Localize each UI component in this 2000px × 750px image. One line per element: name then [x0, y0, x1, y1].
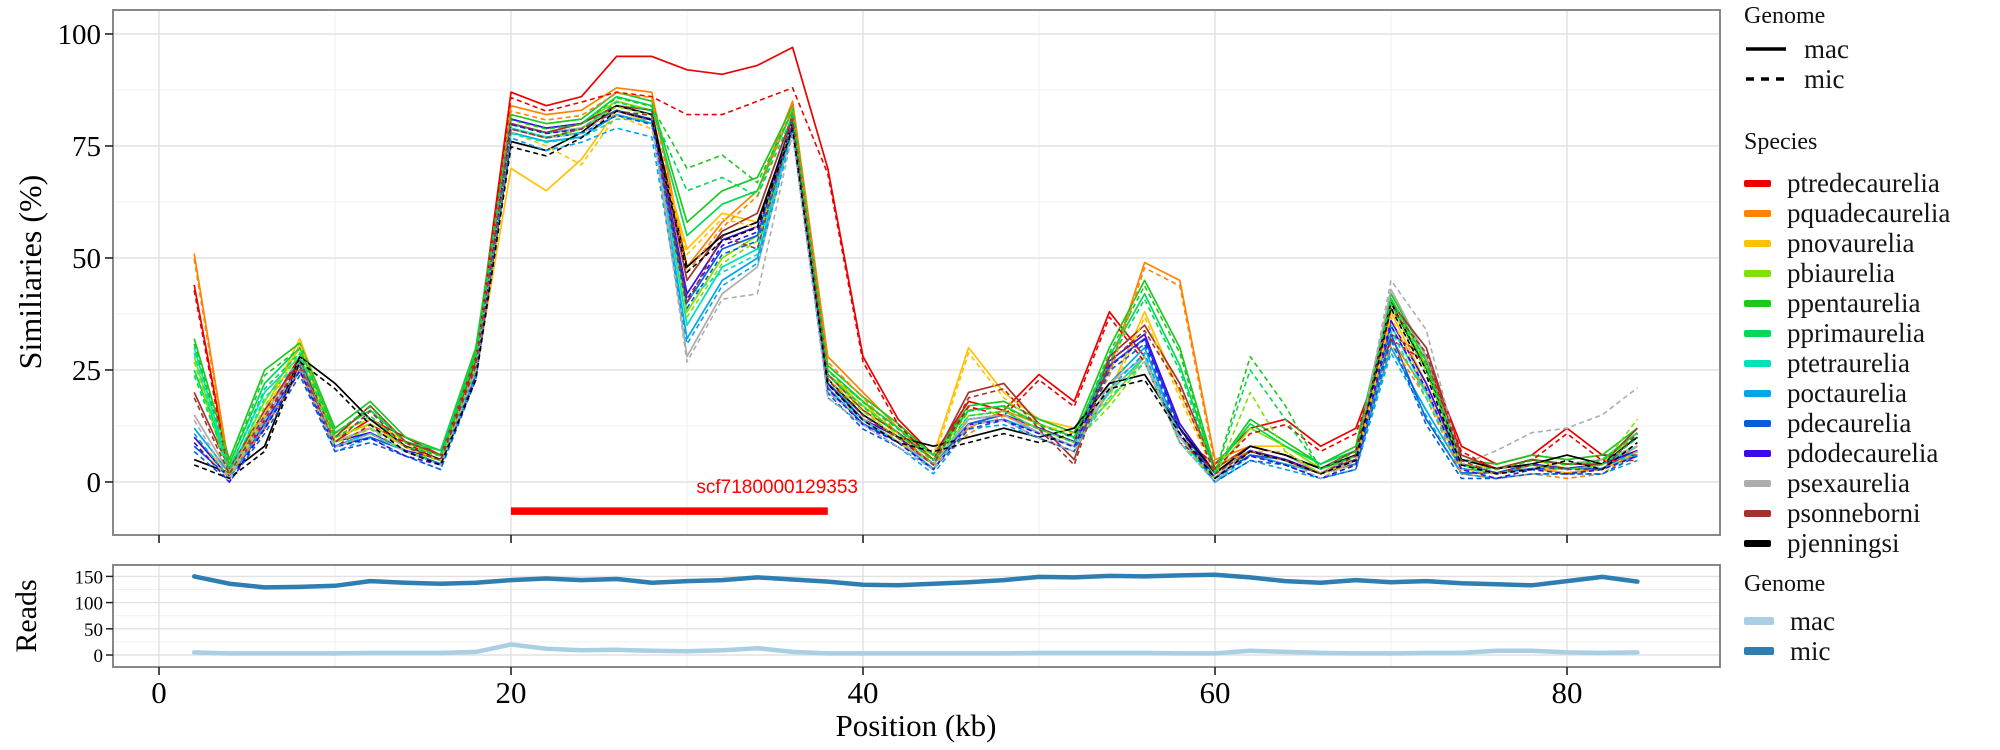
legend-reads-item-mac: mac — [1744, 606, 2000, 636]
legend-genome-label-mac: mac — [1804, 34, 1849, 64]
legend-species-item-psonneborni: psonneborni — [1744, 498, 2000, 528]
legend-species-label-pprimaurelia: pprimaurelia — [1787, 318, 1925, 348]
legend-species-label-ptetraurelia: ptetraurelia — [1787, 348, 1910, 378]
poctaurelia-color-swatch — [1744, 389, 1771, 397]
mac-linetype-sample-icon — [1746, 47, 1786, 51]
pquadecaurelia-color-swatch — [1744, 209, 1771, 217]
legend-species-label-poctaurelia: poctaurelia — [1787, 378, 1907, 408]
legend-species-item-ppentaurelia: ppentaurelia — [1744, 288, 2000, 318]
reads-line-mac — [191, 642, 1640, 656]
legend-species-title: Species — [1744, 129, 1818, 155]
similarity-tick-label-50: 50 — [72, 243, 101, 275]
x-tick-label-20: 20 — [496, 675, 527, 710]
legend-species-item-pbiaurelia: pbiaurelia — [1744, 258, 2000, 288]
mic-reads-color-swatch — [1744, 647, 1774, 655]
legend-species-label-pjenningsi: pjenningsi — [1787, 528, 1900, 558]
legend-species-item-pjenningsi: pjenningsi — [1744, 528, 2000, 558]
ppentaurelia-color-swatch — [1744, 299, 1771, 307]
line-poctaurelia-mic — [193, 127, 1638, 483]
legend-species-item-pdodecaurelia: pdodecaurelia — [1744, 438, 2000, 468]
psexaurelia-color-swatch — [1744, 479, 1771, 487]
legend-reads-item-mic: mic — [1744, 636, 2000, 666]
y-axis-title-similarity: Similiaries (%) — [12, 174, 48, 370]
legend-genome-item-mic: mic — [1744, 64, 2000, 94]
pbiaurelia-color-swatch — [1744, 269, 1771, 277]
line-pjenningsi-mic — [193, 110, 1638, 480]
similarity-tick-label-100: 100 — [58, 19, 102, 51]
line-pquadecaurelia-mic — [193, 92, 1638, 480]
ptetraurelia-color-swatch — [1744, 359, 1771, 367]
similarity-tick-label-75: 75 — [72, 131, 101, 163]
legend-species-label-pdecaurelia: pdecaurelia — [1787, 408, 1912, 438]
legend-genome-title: Genome — [1744, 3, 1826, 29]
y-axis-title-reads: Reads — [10, 579, 43, 653]
pdecaurelia-color-swatch — [1744, 419, 1771, 427]
x-tick-label-0: 0 — [151, 675, 167, 710]
line-pjenningsi-mac — [193, 104, 1638, 474]
x-axis-title: Position (kb) — [835, 708, 997, 743]
reads-panel-border — [112, 564, 1721, 668]
psonneborni-color-swatch — [1744, 509, 1771, 517]
reads-tick-label-150: 150 — [75, 567, 104, 588]
legend-genome-label-mic: mic — [1804, 64, 1845, 94]
reads-series-lines — [191, 572, 1640, 656]
legend-species-label-psexaurelia: psexaurelia — [1787, 468, 1910, 498]
legend-species-item-pnovaurelia: pnovaurelia — [1744, 228, 2000, 258]
legend-reads-genome-title: Genome — [1744, 571, 1826, 597]
legend-species-item-psexaurelia: psexaurelia — [1744, 468, 2000, 498]
line-ppentaurelia-mic — [193, 96, 1638, 475]
legend-species-label-ptredecaurelia: ptredecaurelia — [1787, 168, 1940, 198]
legend-genome-item-mac: mac — [1744, 34, 2000, 64]
reads-line-mic — [191, 572, 1640, 590]
legend-species-items: ptredecaurelia pquadecaurelia pnovaurelia p… — [1744, 168, 2000, 558]
legend-species-item-poctaurelia: poctaurelia — [1744, 378, 2000, 408]
pprimaurelia-color-swatch — [1744, 329, 1771, 337]
line-psonneborni-mic — [193, 110, 1638, 475]
pjenningsi-color-swatch — [1744, 539, 1771, 547]
legend-species-item-ptetraurelia: ptetraurelia — [1744, 348, 2000, 378]
legend-reads: Genome mac mic — [1744, 570, 2000, 666]
line-ptredecaurelia-mic — [193, 87, 1638, 480]
legend-species-item-pprimaurelia: pprimaurelia — [1744, 318, 2000, 348]
similarity-panel-border — [112, 9, 1721, 536]
legend-species-label-pbiaurelia: pbiaurelia — [1787, 258, 1895, 288]
x-tick-label-60: 60 — [1200, 675, 1231, 710]
legend-main: Genome mac mic Species ptredecaurelia pqua… — [1744, 2, 2000, 558]
line-pprimaurelia-mic — [193, 101, 1638, 475]
similarity-tick-label-25: 25 — [72, 355, 101, 387]
scaffold-annotation-label: scf7180000129353 — [696, 477, 858, 498]
axis-ticks: 0 20 40 60 80 0 25 50 75 100 0 50 100 150 — [58, 19, 1583, 710]
legend-reads-label-mic: mic — [1790, 636, 1831, 666]
line-psexaurelia-mic — [193, 110, 1638, 483]
legend-reads-genome-items: mac mic — [1744, 606, 2000, 666]
legend-species-label-ppentaurelia: ppentaurelia — [1787, 288, 1921, 318]
x-tick-label-40: 40 — [848, 675, 879, 710]
reads-tick-label-0: 0 — [94, 646, 104, 667]
pdodecaurelia-color-swatch — [1744, 449, 1771, 457]
legend-species-item-ptredecaurelia: ptredecaurelia — [1744, 168, 2000, 198]
legend-species-label-psonneborni: psonneborni — [1787, 498, 1921, 528]
similarity-tick-label-0: 0 — [87, 467, 102, 499]
legend-species-label-pquadecaurelia: pquadecaurelia — [1787, 198, 1951, 228]
legend-species-label-pdodecaurelia: pdodecaurelia — [1787, 438, 1939, 468]
legend-species-item-pquadecaurelia: pquadecaurelia — [1744, 198, 2000, 228]
mic-linetype-sample-icon — [1746, 77, 1786, 81]
reads-tick-label-50: 50 — [84, 620, 103, 641]
legend-species-item-pdecaurelia: pdecaurelia — [1744, 408, 2000, 438]
legend-species-label-pnovaurelia: pnovaurelia — [1787, 228, 1915, 258]
x-tick-label-80: 80 — [1552, 675, 1583, 710]
reads-tick-label-100: 100 — [75, 594, 104, 615]
pnovaurelia-color-swatch — [1744, 239, 1771, 247]
legend-genome-items: mac mic — [1744, 34, 2000, 94]
legend-reads-label-mac: mac — [1790, 606, 1835, 636]
mic-series-lines — [193, 87, 1639, 483]
mac-reads-color-swatch — [1744, 617, 1774, 625]
ptredecaurelia-color-swatch — [1744, 179, 1771, 187]
